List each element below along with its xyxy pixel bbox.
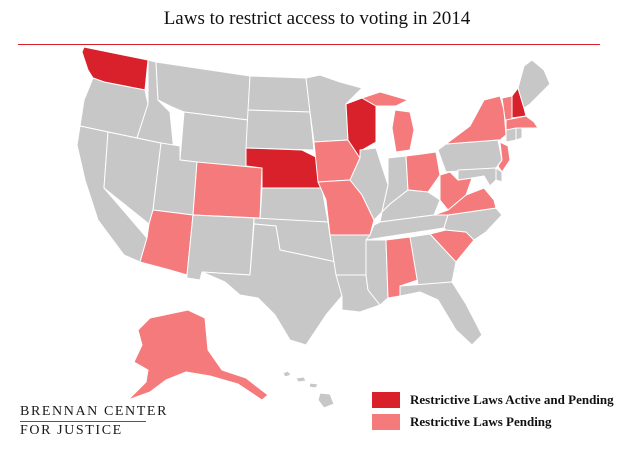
brennan-center-logo: BRENNAN CENTER FOR JUSTICE xyxy=(20,404,168,439)
state-mt[interactable] xyxy=(155,61,251,121)
state-md[interactable] xyxy=(457,167,497,187)
legend-label-pending: Restrictive Laws Pending xyxy=(410,414,552,429)
state-oh[interactable] xyxy=(405,151,441,193)
state-co[interactable] xyxy=(192,161,263,219)
logo-line-2: FOR JUSTICE xyxy=(20,423,123,438)
state-nm[interactable] xyxy=(186,214,255,281)
logo-divider xyxy=(20,421,146,422)
legend-swatch-active-and-pending xyxy=(372,392,400,408)
state-nh[interactable] xyxy=(511,87,527,119)
state-ak[interactable] xyxy=(127,309,269,401)
legend-label-active-and-pending: Restrictive Laws Active and Pending xyxy=(410,392,614,407)
state-wy[interactable] xyxy=(179,111,249,169)
state-il[interactable] xyxy=(349,147,389,221)
state-ga[interactable] xyxy=(409,233,457,286)
map-title: Laws to restrict access to voting in 201… xyxy=(163,8,471,29)
legend: Restrictive Laws Active and Pending Rest… xyxy=(372,390,614,434)
state-ny[interactable] xyxy=(445,95,507,145)
state-hi[interactable] xyxy=(282,370,335,409)
state-ri[interactable] xyxy=(515,127,523,141)
state-ar[interactable] xyxy=(329,234,371,276)
title-divider xyxy=(18,44,600,45)
legend-item-pending: Restrictive Laws Pending xyxy=(372,412,614,432)
state-ct[interactable] xyxy=(505,127,517,143)
state-nd[interactable] xyxy=(247,75,311,113)
state-tx[interactable] xyxy=(201,223,343,346)
state-sd[interactable] xyxy=(245,109,315,151)
state-ks[interactable] xyxy=(259,187,329,223)
state-fl[interactable] xyxy=(399,281,483,346)
state-mi[interactable] xyxy=(361,91,415,153)
state-wv[interactable] xyxy=(439,171,473,211)
legend-swatch-pending xyxy=(372,414,400,430)
legend-item-active-and-pending: Restrictive Laws Active and Pending xyxy=(372,390,614,410)
state-pa[interactable] xyxy=(437,139,503,173)
logo-line-1: BRENNAN CENTER xyxy=(20,404,169,419)
state-me[interactable] xyxy=(517,59,551,109)
